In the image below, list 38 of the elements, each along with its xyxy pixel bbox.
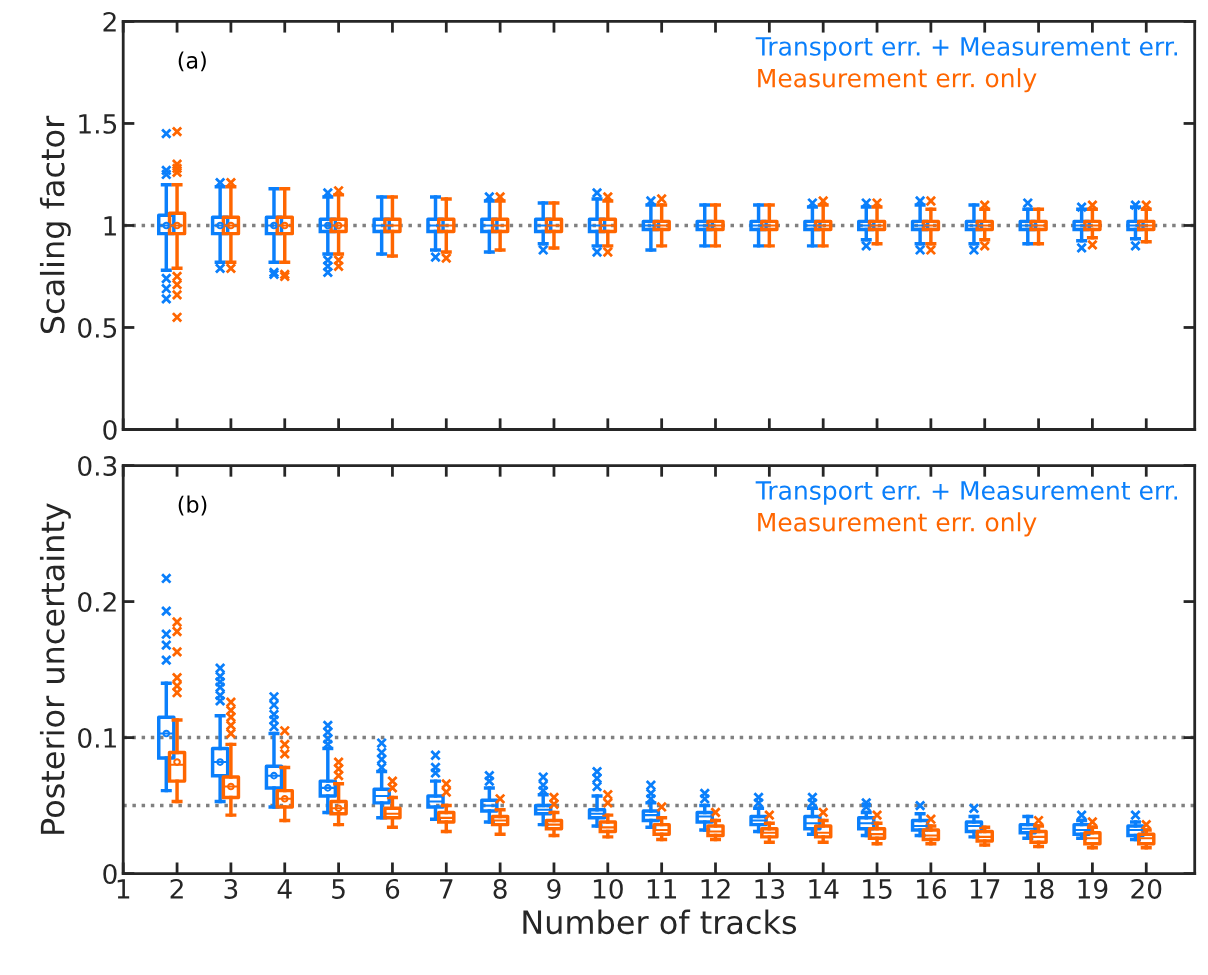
y-tick-label: 0.1 bbox=[78, 728, 116, 748]
x-tick-label: 19 bbox=[1078, 878, 1108, 899]
x-tick-label: 18 bbox=[1024, 878, 1054, 899]
x-tick-label: 20 bbox=[1131, 878, 1162, 899]
x-tick-label: 2 bbox=[170, 878, 183, 899]
y-tick-label: 1.5 bbox=[79, 114, 117, 134]
x-tick-label: 15 bbox=[863, 879, 892, 899]
y-tick-label: 0.5 bbox=[78, 317, 117, 338]
y-tick-label: 0 bbox=[103, 419, 117, 440]
y-axis-title: Posterior uncertainty bbox=[39, 503, 71, 834]
x-tick-label: 3 bbox=[224, 878, 238, 899]
x-tick-label: 4 bbox=[277, 879, 292, 899]
text: Measurement err. only bbox=[758, 68, 1037, 93]
x-tick-label: 14 bbox=[809, 879, 839, 899]
x-tick-label: 11 bbox=[647, 879, 677, 899]
x-tick-label: 8 bbox=[493, 878, 507, 899]
text: Transport err. + Measurement err. bbox=[755, 37, 1178, 61]
y-tick-label: 0.2 bbox=[78, 592, 116, 612]
annotation: (a) bbox=[178, 51, 206, 72]
x-tick-label: 7 bbox=[440, 879, 453, 899]
annotation: (b) bbox=[178, 495, 207, 516]
x-tick-label: 12 bbox=[701, 878, 730, 899]
y-tick-label: 0.3 bbox=[78, 456, 117, 476]
x-tick-label: 6 bbox=[385, 878, 400, 899]
y-tick-label: 1 bbox=[104, 216, 116, 236]
x-axis-title: Number of tracks bbox=[523, 909, 797, 935]
text: Measurement err. only bbox=[758, 512, 1037, 537]
y-tick-label: 0 bbox=[103, 864, 117, 884]
x-tick-label: 9 bbox=[547, 878, 561, 899]
x-tick-label: 1 bbox=[117, 879, 130, 899]
y-tick-label: 2 bbox=[103, 11, 116, 32]
y-axis-title: Scaling factor bbox=[39, 115, 71, 334]
x-tick-label: 10 bbox=[593, 878, 623, 899]
x-tick-label: 13 bbox=[755, 878, 785, 899]
x-tick-label: 16 bbox=[916, 878, 946, 899]
x-tick-label: 5 bbox=[332, 879, 345, 899]
text: Transport err. + Measurement err. bbox=[755, 481, 1178, 505]
x-tick-label: 17 bbox=[970, 879, 1000, 899]
